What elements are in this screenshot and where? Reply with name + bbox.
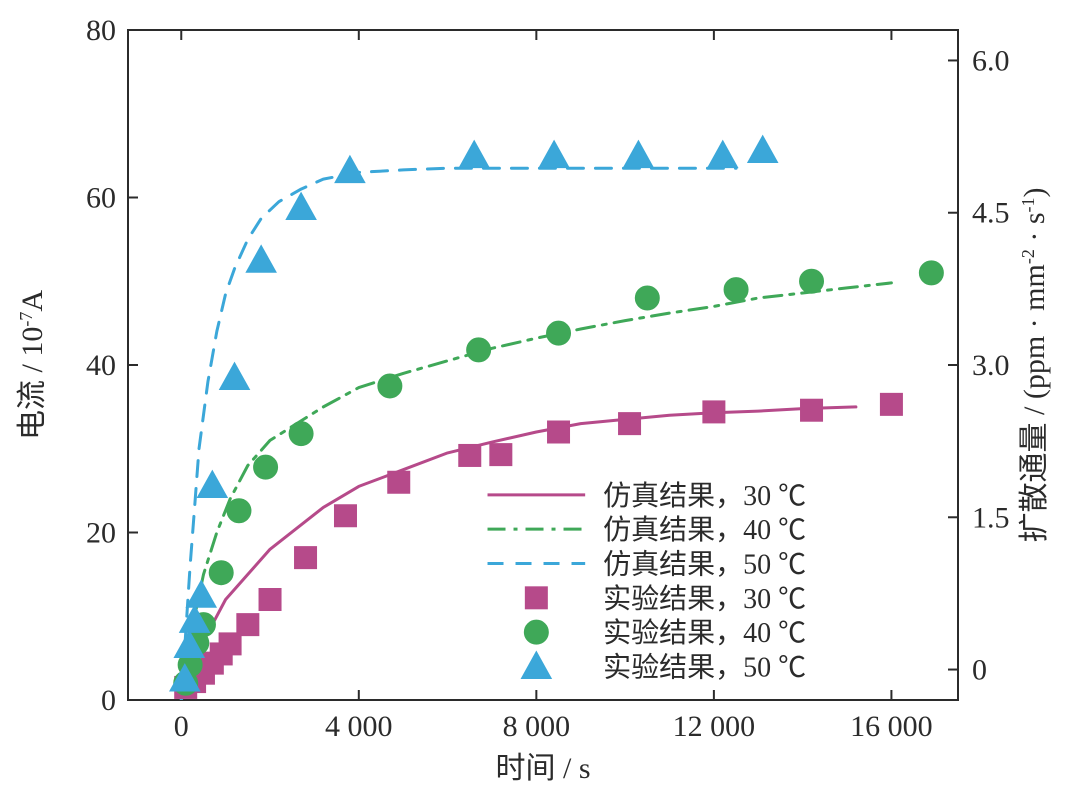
y-left-tick-label: 20	[86, 517, 116, 550]
y-left-axis-label: 电流 / 10-7A	[16, 290, 49, 440]
legend-label: 仿真结果，50 ℃	[603, 548, 806, 580]
legend-label: 仿真结果，40 ℃	[603, 514, 806, 546]
legend-label: 实验结果，30 ℃	[603, 583, 806, 615]
y-left-tick-label: 40	[86, 349, 116, 382]
y-right-tick-label: 1.5	[972, 501, 1010, 534]
x-axis-label: 时间 / s	[495, 752, 590, 785]
y-left-tick-label: 80	[86, 14, 116, 47]
legend-label: 实验结果，50 ℃	[603, 652, 806, 684]
chart-container: 0 4 000 8 000 12 000 16 000 0 20 40 60 80 0 1.5 3.0 4…	[0, 0, 1080, 811]
legend-label: 实验结果，40 ℃	[603, 617, 806, 649]
x-tick-label: 16 000	[850, 710, 933, 743]
legend-label: 仿真结果，30 ℃	[603, 480, 806, 512]
x-tick-label: 12 000	[673, 710, 756, 743]
y-right-tick-label: 6.0	[972, 44, 1010, 77]
x-tick-label: 0	[174, 710, 189, 743]
y-left-tick-label: 0	[101, 684, 116, 717]
y-right-axis-label: 扩散通量 / (ppm · mm-2 · s-1)	[1018, 188, 1051, 543]
y-left-tick-label: 60	[86, 182, 116, 215]
y-right-tick-label: 4.5	[972, 197, 1010, 230]
chart-svg: 0 4 000 8 000 12 000 16 000 0 20 40 60 80 0 1.5 3.0 4…	[0, 0, 1080, 811]
y-right-tick-label: 3.0	[972, 349, 1010, 382]
x-tick-label: 8 000	[503, 710, 571, 743]
y-right-tick-label: 0	[972, 654, 987, 687]
x-tick-label: 4 000	[325, 710, 393, 743]
